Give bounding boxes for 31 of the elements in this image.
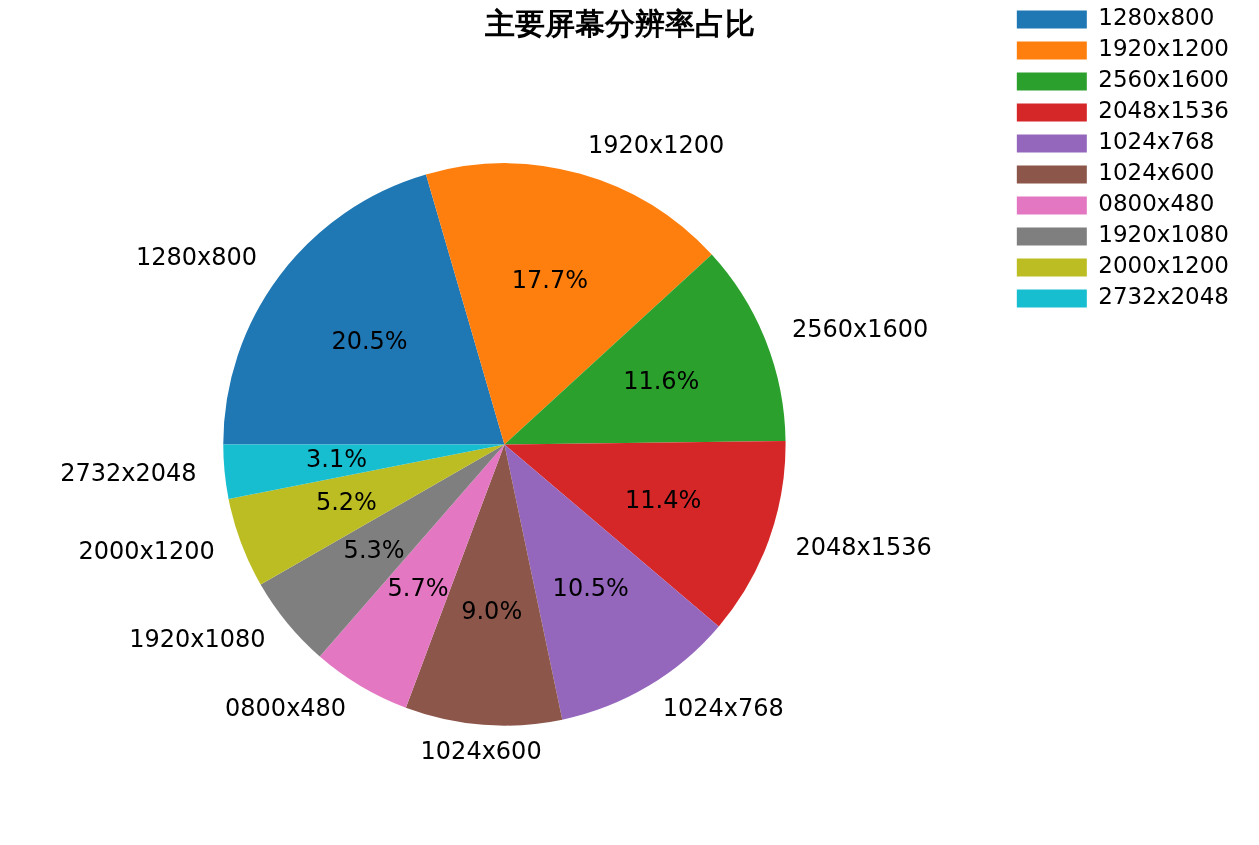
data-label: 11.6% <box>623 366 700 395</box>
legend-label: 1920x1080 <box>1098 221 1230 248</box>
slice-label: 1280x800 <box>135 243 258 272</box>
legend-label: 2000x1200 <box>1098 252 1230 279</box>
legend-label: 0800x480 <box>1098 190 1215 217</box>
slice-label: 1920x1080 <box>129 625 266 654</box>
slice-label: 1024x600 <box>420 737 542 766</box>
legend-label: 2732x2048 <box>1098 283 1230 310</box>
slice-label: 2000x1200 <box>78 537 215 566</box>
data-label: 17.7% <box>511 266 589 295</box>
data-label: 5.7% <box>387 573 449 602</box>
legend-label: 2560x1600 <box>1098 66 1230 93</box>
data-label: 10.5% <box>552 573 629 602</box>
slice-label: 0800x480 <box>225 694 347 723</box>
data-label: 5.3% <box>343 535 405 564</box>
slice-label: 2048x1536 <box>795 533 932 562</box>
legend-label: 1280x800 <box>1098 4 1215 31</box>
chart-title: 主要屏幕分辨率占比 <box>483 5 755 41</box>
data-label: 11.4% <box>625 485 702 514</box>
legend-label: 1024x768 <box>1098 128 1215 155</box>
legend-label: 1920x1200 <box>1098 35 1230 62</box>
slice-label: 2732x2048 <box>60 458 197 487</box>
data-label: 3.1% <box>306 445 368 474</box>
slice-label: 1920x1200 <box>587 130 725 159</box>
legend-label: 2048x1536 <box>1098 97 1230 124</box>
legend-label: 1024x600 <box>1098 159 1215 186</box>
data-label: 5.2% <box>315 487 377 516</box>
data-label: 9.0% <box>461 596 523 625</box>
data-label: 20.5% <box>331 327 408 356</box>
slice-label: 1024x768 <box>662 694 784 723</box>
slice-label: 2560x1600 <box>791 314 929 343</box>
